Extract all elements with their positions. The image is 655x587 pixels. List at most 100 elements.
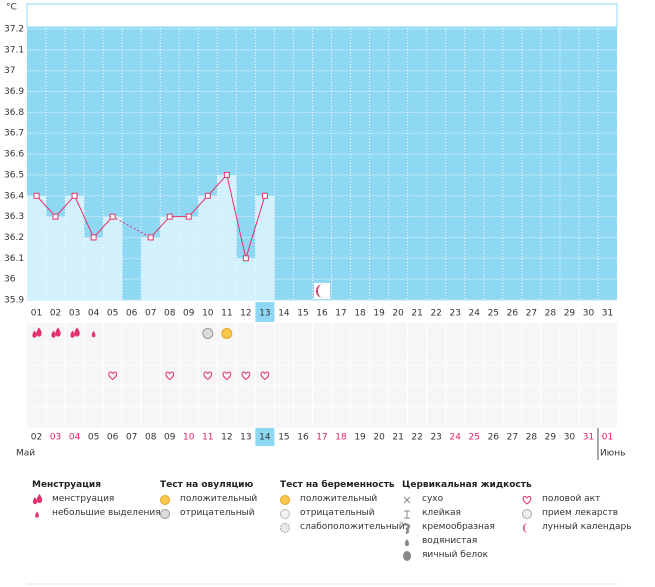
legend-icon [403, 522, 411, 535]
legend-item: положительный [300, 494, 378, 504]
intercourse-icon [241, 371, 251, 381]
legend-item: водянистая [422, 536, 478, 546]
day-label: 20 [392, 309, 404, 319]
point [242, 255, 249, 262]
bar [65, 195, 85, 300]
day-label: 11 [221, 309, 232, 319]
date-label: 14 [259, 433, 271, 443]
day-label: 28 [545, 309, 557, 319]
legend-icon [280, 523, 290, 533]
highlight-day [255, 302, 275, 322]
legend-item: отрицательный [180, 508, 255, 518]
date-label: 08 [145, 433, 157, 443]
menstruation-icon [32, 327, 42, 338]
day-label: 14 [278, 309, 290, 319]
date-label: 04 [69, 433, 81, 443]
ovulation-positive-icon [221, 328, 233, 339]
point [185, 213, 192, 220]
date-label: 01 [602, 433, 613, 443]
point [147, 234, 154, 241]
date-label: 19 [354, 433, 366, 443]
y-tick-label: 36.3 [4, 212, 24, 222]
day-label: 19 [373, 309, 385, 319]
date-label: 23 [430, 433, 441, 443]
legend-icon [280, 495, 290, 505]
day-label: 07 [145, 309, 156, 319]
legend-icon [160, 509, 170, 519]
point [33, 192, 40, 199]
date-label: 27 [507, 433, 518, 443]
bar [160, 216, 180, 300]
menstruation-icon [70, 327, 80, 338]
month-label: Май [16, 449, 35, 459]
bar [198, 195, 218, 300]
legend-item: сухо [422, 494, 444, 504]
bar [217, 174, 237, 300]
date-label: 16 [297, 433, 309, 443]
legend-heading: Цервикальная жидкость [402, 480, 532, 490]
legend-icon [404, 539, 410, 547]
day-label: 08 [164, 309, 176, 319]
legend-item: менструация [52, 494, 115, 504]
day-label: 30 [583, 309, 595, 319]
legend-item: яичный белок [422, 550, 489, 560]
y-tick-label: 36.2 [4, 233, 24, 243]
y-tick-label: 36.8 [4, 108, 24, 118]
legend-item: прием лекарств [542, 508, 619, 518]
legend-item: положительный [180, 494, 258, 504]
day-label: 03 [69, 309, 80, 319]
point [261, 192, 268, 199]
date-label: 07 [126, 433, 137, 443]
spotting-icon [91, 331, 96, 338]
date-label: 10 [183, 433, 195, 443]
legend-heading: Менструация [32, 480, 101, 490]
date-label: 20 [373, 433, 385, 443]
intercourse-icon [222, 371, 232, 381]
legend-item: клейкая [422, 508, 461, 518]
bar [27, 195, 47, 300]
date-label: 18 [335, 433, 347, 443]
day-label: 15 [297, 309, 308, 319]
bar [46, 216, 66, 300]
legend-icon [35, 511, 39, 518]
day-label: 05 [107, 309, 118, 319]
day-label: 18 [354, 309, 366, 319]
point [166, 213, 173, 220]
legend-icon [522, 496, 532, 505]
day-label: 21 [411, 309, 422, 319]
date-label: 12 [221, 433, 232, 443]
legend-item: небольшие выделения [52, 508, 161, 518]
bar [236, 258, 256, 300]
day-label: 02 [50, 309, 61, 319]
legend-item: кремообразная [422, 522, 495, 532]
day-label: 10 [202, 309, 214, 319]
y-tick-label: 37.2 [4, 25, 24, 35]
legend-icon [32, 494, 43, 505]
legend-item: половой акт [542, 494, 601, 504]
unit: °C [6, 3, 17, 13]
point [90, 234, 97, 241]
bar [84, 237, 104, 300]
date-label: 13 [240, 433, 251, 443]
day-label: 25 [488, 309, 499, 319]
legend-item: слабоположительный [300, 522, 405, 532]
day-label: 12 [240, 309, 251, 319]
y-tick-label: 35.9 [4, 296, 24, 306]
date-label: 09 [164, 433, 176, 443]
point [109, 213, 116, 220]
date-label: 22 [411, 433, 422, 443]
y-tick-label: 36 [4, 275, 16, 285]
plot-background [27, 27, 617, 300]
legend-icon [522, 509, 532, 519]
legend-heading: Тест на беременность [280, 480, 395, 490]
date-label: 26 [488, 433, 500, 443]
legend-item: лунный календарь [542, 522, 632, 532]
day-label: 06 [126, 309, 138, 319]
day-label: 13 [259, 309, 270, 319]
bar [179, 216, 199, 300]
legend-icon [280, 509, 290, 519]
day-label: 17 [335, 309, 346, 319]
y-tick-label: 36.7 [4, 129, 24, 139]
